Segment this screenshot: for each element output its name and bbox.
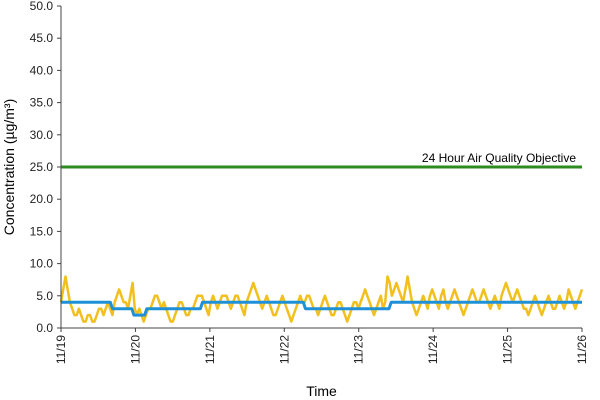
y-tick-label: 15.0 [30, 224, 54, 238]
y-axis-title: Concentration (µg/m³) [1, 99, 17, 235]
y-tick-label: 0.0 [36, 321, 53, 335]
y-tick-label: 10.0 [30, 257, 54, 271]
x-axis-ticks: 11/19 11/20 11/21 11/22 11/23 11/24 11/25 11/26 [54, 328, 589, 364]
x-tick-label: 11/26 [575, 335, 589, 364]
plot-area [59, 165, 584, 323]
y-axis-ticks: 0.0 5.0 10.0 15.0 20.0 25.0 30.0 35.0 40.0 45.0 50… [30, 0, 61, 335]
daily-average-line [61, 300, 582, 317]
x-tick-label: 11/19 [54, 335, 68, 364]
y-tick-label: 25.0 [30, 160, 54, 174]
y-tick-label: 20.0 [30, 192, 54, 206]
x-tick-label: 11/22 [277, 335, 291, 364]
y-tick-label: 5.0 [36, 289, 53, 303]
y-tick-label: 35.0 [30, 96, 54, 110]
y-tick-label: 45.0 [30, 31, 54, 45]
x-tick-label: 11/20 [128, 335, 142, 364]
y-tick-label: 50.0 [30, 0, 54, 13]
y-tick-label: 40.0 [30, 63, 54, 77]
x-tick-label: 11/24 [426, 335, 440, 364]
objective-annotation: 24 Hour Air Quality Objective [422, 151, 576, 165]
x-tick-label: 11/25 [501, 335, 515, 364]
x-tick-label: 11/23 [352, 335, 366, 364]
x-tick-label: 11/21 [203, 335, 217, 364]
y-tick-label: 30.0 [30, 128, 54, 142]
x-axis-title: Time [306, 383, 337, 399]
